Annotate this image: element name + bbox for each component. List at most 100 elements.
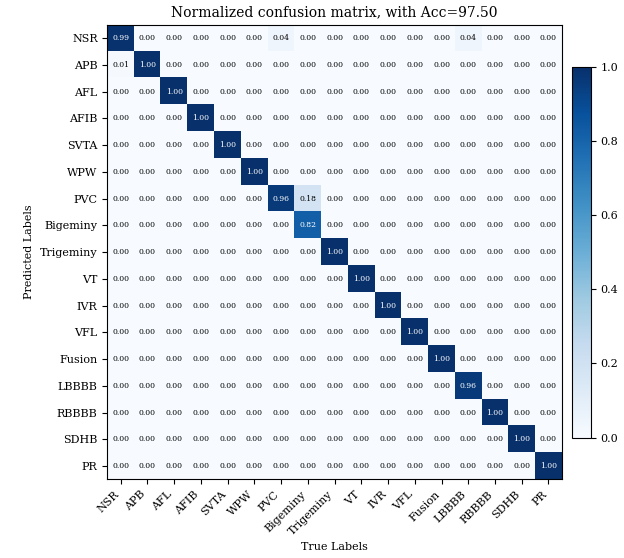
Text: 0.00: 0.00 bbox=[433, 61, 450, 69]
Text: 0.00: 0.00 bbox=[139, 141, 156, 149]
Text: 0.00: 0.00 bbox=[166, 301, 183, 310]
Text: 0.00: 0.00 bbox=[513, 114, 530, 122]
Text: 0.00: 0.00 bbox=[406, 222, 423, 229]
Text: 0.00: 0.00 bbox=[219, 301, 236, 310]
Text: 0.00: 0.00 bbox=[192, 301, 210, 310]
Text: 0.00: 0.00 bbox=[379, 435, 397, 443]
Text: 0.00: 0.00 bbox=[326, 88, 343, 96]
Text: 0.00: 0.00 bbox=[192, 222, 210, 229]
Text: 0.00: 0.00 bbox=[112, 275, 129, 283]
Text: 0.00: 0.00 bbox=[219, 408, 236, 416]
Text: 0.00: 0.00 bbox=[487, 248, 504, 256]
Text: 0.00: 0.00 bbox=[300, 275, 316, 283]
Text: 0.00: 0.00 bbox=[273, 141, 290, 149]
Text: 0.00: 0.00 bbox=[246, 462, 263, 470]
Text: 0.00: 0.00 bbox=[112, 88, 129, 96]
Text: 0.00: 0.00 bbox=[433, 88, 450, 96]
Text: 0.00: 0.00 bbox=[326, 61, 343, 69]
Text: 0.00: 0.00 bbox=[300, 114, 316, 122]
Text: 0.00: 0.00 bbox=[192, 355, 210, 363]
Text: 0.00: 0.00 bbox=[540, 222, 557, 229]
Text: 0.00: 0.00 bbox=[246, 222, 263, 229]
Text: 0.00: 0.00 bbox=[139, 88, 156, 96]
Text: 0.00: 0.00 bbox=[273, 355, 290, 363]
Text: 0.00: 0.00 bbox=[406, 435, 423, 443]
Text: 0.00: 0.00 bbox=[513, 88, 530, 96]
Text: 0.00: 0.00 bbox=[433, 195, 450, 203]
Text: 0.00: 0.00 bbox=[487, 355, 504, 363]
Text: 0.00: 0.00 bbox=[192, 462, 210, 470]
Text: 0.00: 0.00 bbox=[273, 61, 290, 69]
Text: 0.00: 0.00 bbox=[379, 275, 397, 283]
Text: 0.00: 0.00 bbox=[513, 301, 530, 310]
Text: 0.00: 0.00 bbox=[273, 168, 290, 176]
Text: 1.00: 1.00 bbox=[513, 435, 530, 443]
Text: 0.00: 0.00 bbox=[379, 222, 397, 229]
Text: 0.00: 0.00 bbox=[246, 88, 263, 96]
Text: 0.00: 0.00 bbox=[353, 195, 370, 203]
Text: 0.00: 0.00 bbox=[139, 168, 156, 176]
Text: 0.00: 0.00 bbox=[460, 88, 477, 96]
Text: 0.00: 0.00 bbox=[379, 168, 397, 176]
Text: 0.00: 0.00 bbox=[487, 382, 504, 390]
Text: 0.00: 0.00 bbox=[300, 61, 316, 69]
Text: 0.00: 0.00 bbox=[433, 462, 450, 470]
Text: 0.00: 0.00 bbox=[460, 61, 477, 69]
Text: 0.00: 0.00 bbox=[246, 408, 263, 416]
Y-axis label: Predicted Labels: Predicted Labels bbox=[24, 205, 34, 300]
Text: 0.00: 0.00 bbox=[513, 195, 530, 203]
Text: 0.00: 0.00 bbox=[406, 275, 423, 283]
Text: 0.00: 0.00 bbox=[112, 195, 129, 203]
Text: 0.00: 0.00 bbox=[513, 248, 530, 256]
Text: 0.00: 0.00 bbox=[353, 168, 370, 176]
Text: 0.00: 0.00 bbox=[513, 141, 530, 149]
Text: 0.00: 0.00 bbox=[460, 408, 477, 416]
Text: 0.00: 0.00 bbox=[513, 382, 530, 390]
Text: 0.00: 0.00 bbox=[192, 141, 210, 149]
Text: 0.00: 0.00 bbox=[139, 408, 156, 416]
Text: 0.00: 0.00 bbox=[139, 248, 156, 256]
Text: 0.00: 0.00 bbox=[112, 141, 129, 149]
Text: 0.00: 0.00 bbox=[139, 195, 156, 203]
Text: 0.96: 0.96 bbox=[273, 195, 290, 203]
Text: 1.00: 1.00 bbox=[246, 168, 263, 176]
Text: 0.00: 0.00 bbox=[273, 408, 290, 416]
Text: 0.00: 0.00 bbox=[112, 328, 129, 336]
Text: 0.18: 0.18 bbox=[300, 195, 316, 203]
Text: 0.00: 0.00 bbox=[246, 114, 263, 122]
Text: 0.00: 0.00 bbox=[487, 88, 504, 96]
Text: 0.00: 0.00 bbox=[540, 382, 557, 390]
Text: 0.00: 0.00 bbox=[273, 301, 290, 310]
Text: 0.00: 0.00 bbox=[433, 382, 450, 390]
Text: 0.00: 0.00 bbox=[192, 248, 210, 256]
Text: 0.00: 0.00 bbox=[540, 34, 557, 42]
Text: 0.00: 0.00 bbox=[540, 408, 557, 416]
Text: 0.00: 0.00 bbox=[112, 114, 129, 122]
Text: 0.00: 0.00 bbox=[139, 328, 156, 336]
Text: 0.00: 0.00 bbox=[460, 462, 477, 470]
Text: 0.00: 0.00 bbox=[166, 382, 183, 390]
Text: 0.00: 0.00 bbox=[379, 248, 397, 256]
Text: 0.00: 0.00 bbox=[112, 248, 129, 256]
Text: 0.00: 0.00 bbox=[139, 275, 156, 283]
Text: 0.00: 0.00 bbox=[433, 114, 450, 122]
Text: 0.00: 0.00 bbox=[540, 301, 557, 310]
Text: 0.00: 0.00 bbox=[540, 248, 557, 256]
Text: 0.00: 0.00 bbox=[246, 248, 263, 256]
Text: 0.00: 0.00 bbox=[353, 301, 370, 310]
Text: 0.00: 0.00 bbox=[540, 355, 557, 363]
Text: 0.00: 0.00 bbox=[273, 328, 290, 336]
Text: 0.00: 0.00 bbox=[433, 222, 450, 229]
Text: 0.00: 0.00 bbox=[192, 168, 210, 176]
Text: 0.00: 0.00 bbox=[326, 34, 343, 42]
Text: 0.00: 0.00 bbox=[353, 435, 370, 443]
Text: 0.00: 0.00 bbox=[353, 248, 370, 256]
Text: 0.00: 0.00 bbox=[273, 382, 290, 390]
Text: 0.00: 0.00 bbox=[379, 88, 397, 96]
Text: 0.00: 0.00 bbox=[406, 88, 423, 96]
Text: 0.00: 0.00 bbox=[379, 462, 397, 470]
Text: 0.00: 0.00 bbox=[326, 462, 343, 470]
Text: 0.00: 0.00 bbox=[112, 435, 129, 443]
Text: 1.00: 1.00 bbox=[406, 328, 423, 336]
Text: 0.00: 0.00 bbox=[487, 114, 504, 122]
